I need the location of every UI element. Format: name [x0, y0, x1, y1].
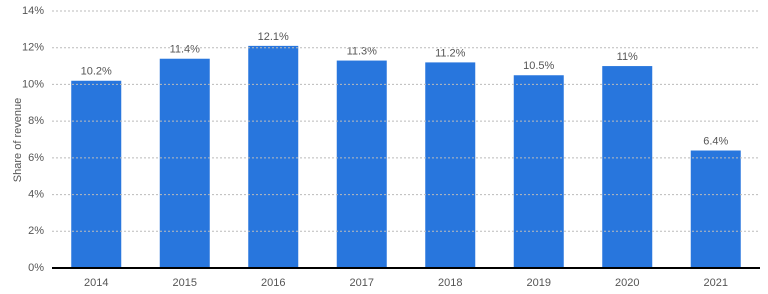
y-tick-label: 14%: [22, 5, 44, 17]
x-tick-label: 2019: [527, 277, 551, 289]
bar: [159, 58, 210, 268]
y-tick-label: 4%: [28, 188, 44, 200]
bar: [513, 75, 564, 268]
x-tick-label: 2021: [704, 277, 728, 289]
value-label: 10.5%: [523, 60, 554, 72]
x-tick-label: 2014: [84, 277, 108, 289]
bar: [602, 66, 653, 268]
bar: [71, 80, 122, 268]
value-label: 10.2%: [81, 66, 112, 78]
value-label: 11.3%: [347, 45, 378, 57]
y-tick-label: 0%: [28, 262, 44, 274]
bar: [248, 45, 299, 268]
x-tick-label: 2020: [615, 277, 639, 289]
value-label: 12.1%: [258, 31, 289, 43]
bar: [690, 150, 741, 268]
value-label: 6.4%: [703, 135, 728, 147]
bar: [425, 62, 476, 269]
x-tick-label: 2015: [173, 277, 197, 289]
y-axis-label: Share of revenue: [12, 98, 24, 182]
y-tick-label: 6%: [28, 152, 44, 164]
x-tick-label: 2018: [438, 277, 462, 289]
x-tick-label: 2016: [261, 277, 285, 289]
bar: [336, 60, 387, 268]
value-label: 11%: [617, 51, 638, 63]
y-tick-label: 8%: [28, 115, 44, 127]
y-tick-label: 2%: [28, 225, 44, 237]
value-label: 11.2%: [435, 47, 466, 59]
x-tick-label: 2017: [350, 277, 374, 289]
y-tick-label: 12%: [22, 42, 44, 54]
value-label: 11.4%: [170, 44, 201, 56]
y-tick-label: 10%: [22, 78, 44, 90]
